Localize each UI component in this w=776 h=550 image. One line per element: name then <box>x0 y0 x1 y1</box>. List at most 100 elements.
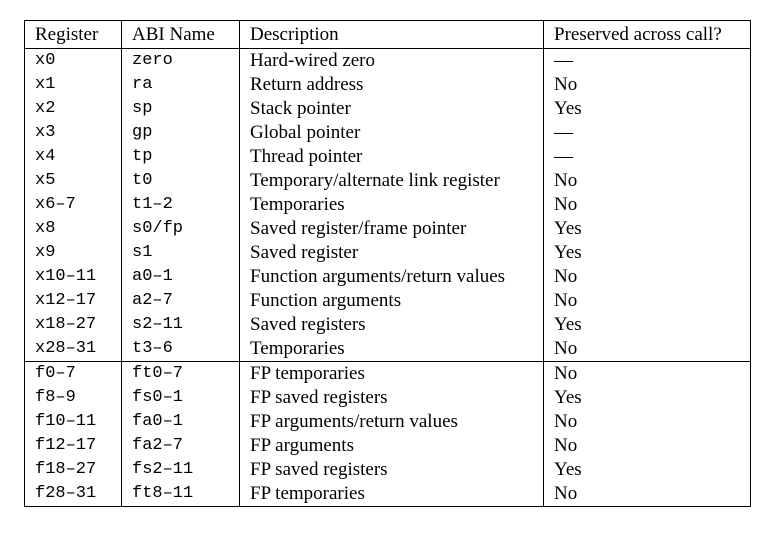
header-preserved: Preserved across call? <box>543 20 751 49</box>
description-cell: Saved registers <box>239 313 544 337</box>
description-cell: Global pointer <box>239 121 544 145</box>
register-abi-table: Register ABI Name Description Preserved … <box>24 20 751 507</box>
register-cell: x12–17 <box>24 289 122 313</box>
header-register: Register <box>24 20 122 49</box>
preserved-cell: No <box>543 265 751 289</box>
abi-name-cell: t3–6 <box>121 337 240 362</box>
abi-name-cell: fs0–1 <box>121 386 240 410</box>
integer-register-row: x10–11 a0–1 Function arguments/return valu… <box>24 265 751 289</box>
table-header: Register ABI Name Description Preserved … <box>24 20 751 49</box>
header-description: Description <box>239 20 544 49</box>
abi-name-cell: s1 <box>121 241 240 265</box>
preserved-cell: No <box>543 193 751 217</box>
register-cell: x9 <box>24 241 122 265</box>
fp-register-row: f0–7 ft0–7 FP temporaries No <box>24 361 751 386</box>
header-abi-name: ABI Name <box>121 20 240 49</box>
integer-register-group: x0 zero Hard-wired zero — x1 ra Return address… <box>24 48 751 362</box>
register-cell: x1 <box>24 73 122 97</box>
register-cell: x5 <box>24 169 122 193</box>
preserved-cell: No <box>543 337 751 362</box>
register-cell: x18–27 <box>24 313 122 337</box>
description-cell: Temporaries <box>239 337 544 362</box>
integer-register-row: x8 s0/fp Saved register/frame pointer Yes <box>24 217 751 241</box>
register-cell: x3 <box>24 121 122 145</box>
header-row: Register ABI Name Description Preserved … <box>24 20 751 49</box>
preserved-cell: Yes <box>543 97 751 121</box>
register-cell: x6–7 <box>24 193 122 217</box>
preserved-cell: Yes <box>543 217 751 241</box>
preserved-cell: — <box>543 121 751 145</box>
preserved-cell: No <box>543 482 751 507</box>
abi-name-cell: ft0–7 <box>121 361 240 386</box>
register-cell: f10–11 <box>24 410 122 434</box>
description-cell: FP arguments/return values <box>239 410 544 434</box>
description-cell: Thread pointer <box>239 145 544 169</box>
abi-name-cell: fs2–11 <box>121 458 240 482</box>
description-cell: Temporary/alternate link register <box>239 169 544 193</box>
description-cell: Temporaries <box>239 193 544 217</box>
preserved-cell: No <box>543 73 751 97</box>
description-cell: FP temporaries <box>239 361 544 386</box>
register-cell: x2 <box>24 97 122 121</box>
preserved-cell: No <box>543 434 751 458</box>
abi-name-cell: ra <box>121 73 240 97</box>
description-cell: FP arguments <box>239 434 544 458</box>
abi-name-cell: s2–11 <box>121 313 240 337</box>
abi-name-cell: sp <box>121 97 240 121</box>
abi-name-cell: t1–2 <box>121 193 240 217</box>
register-cell: f12–17 <box>24 434 122 458</box>
preserved-cell: No <box>543 410 751 434</box>
description-cell: Saved register/frame pointer <box>239 217 544 241</box>
preserved-cell: No <box>543 289 751 313</box>
register-cell: x28–31 <box>24 337 122 362</box>
integer-register-row: x5 t0 Temporary/alternate link register No <box>24 169 751 193</box>
preserved-cell: Yes <box>543 313 751 337</box>
abi-name-cell: fa0–1 <box>121 410 240 434</box>
register-cell: f18–27 <box>24 458 122 482</box>
register-cell: f28–31 <box>24 482 122 507</box>
fp-register-row: f8–9 fs0–1 FP saved registers Yes <box>24 386 751 410</box>
integer-register-row: x0 zero Hard-wired zero — <box>24 48 751 73</box>
register-cell: x0 <box>24 48 122 73</box>
description-cell: Saved register <box>239 241 544 265</box>
description-cell: Return address <box>239 73 544 97</box>
fp-register-group: f0–7 ft0–7 FP temporaries No f8–9 fs0–1 FP sav… <box>24 361 751 507</box>
fp-register-row: f28–31 ft8–11 FP temporaries No <box>24 482 751 507</box>
description-cell: FP temporaries <box>239 482 544 507</box>
description-cell: Hard-wired zero <box>239 48 544 73</box>
abi-name-cell: zero <box>121 48 240 73</box>
preserved-cell: Yes <box>543 241 751 265</box>
abi-name-cell: tp <box>121 145 240 169</box>
register-cell: x10–11 <box>24 265 122 289</box>
integer-register-row: x3 gp Global pointer — <box>24 121 751 145</box>
integer-register-row: x12–17 a2–7 Function arguments No <box>24 289 751 313</box>
preserved-cell: No <box>543 169 751 193</box>
abi-name-cell: s0/fp <box>121 217 240 241</box>
abi-name-cell: t0 <box>121 169 240 193</box>
integer-register-row: x2 sp Stack pointer Yes <box>24 97 751 121</box>
register-cell: x4 <box>24 145 122 169</box>
abi-name-cell: gp <box>121 121 240 145</box>
register-cell: f8–9 <box>24 386 122 410</box>
integer-register-row: x1 ra Return address No <box>24 73 751 97</box>
fp-register-row: f18–27 fs2–11 FP saved registers Yes <box>24 458 751 482</box>
register-cell: f0–7 <box>24 361 122 386</box>
integer-register-row: x18–27 s2–11 Saved registers Yes <box>24 313 751 337</box>
description-cell: FP saved registers <box>239 458 544 482</box>
description-cell: Function arguments <box>239 289 544 313</box>
register-cell: x8 <box>24 217 122 241</box>
integer-register-row: x28–31 t3–6 Temporaries No <box>24 337 751 362</box>
fp-register-row: f10–11 fa0–1 FP arguments/return values No <box>24 410 751 434</box>
fp-register-row: f12–17 fa2–7 FP arguments No <box>24 434 751 458</box>
integer-register-row: x4 tp Thread pointer — <box>24 145 751 169</box>
preserved-cell: — <box>543 145 751 169</box>
preserved-cell: Yes <box>543 386 751 410</box>
description-cell: Function arguments/return values <box>239 265 544 289</box>
description-cell: FP saved registers <box>239 386 544 410</box>
preserved-cell: — <box>543 48 751 73</box>
description-cell: Stack pointer <box>239 97 544 121</box>
integer-register-row: x6–7 t1–2 Temporaries No <box>24 193 751 217</box>
abi-name-cell: a2–7 <box>121 289 240 313</box>
integer-register-row: x9 s1 Saved register Yes <box>24 241 751 265</box>
abi-name-cell: fa2–7 <box>121 434 240 458</box>
